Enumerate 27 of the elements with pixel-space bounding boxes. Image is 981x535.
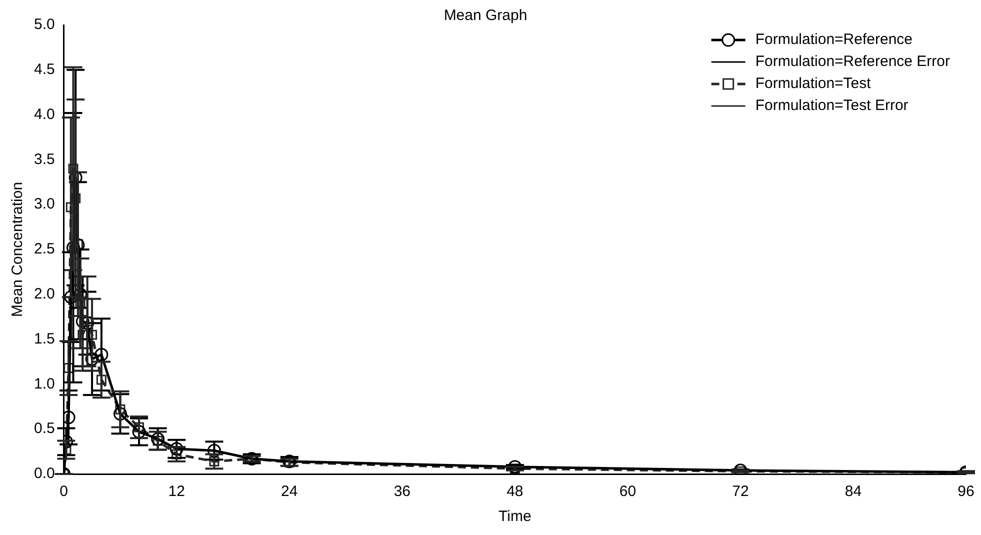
- legend-label: Formulation=Reference Error: [755, 53, 950, 70]
- y-tick-label: 1.5: [34, 330, 55, 348]
- x-tick-label: 72: [732, 483, 749, 500]
- x-tick-label: 96: [958, 483, 974, 500]
- x-tick-label: 84: [844, 483, 862, 500]
- x-axis-title: Time: [498, 508, 532, 526]
- y-tick-label: 0.0: [34, 465, 55, 482]
- y-tick-label: 3.5: [34, 150, 55, 168]
- x-tick-label: 36: [394, 483, 410, 500]
- y-tick-label: 4.0: [34, 106, 55, 123]
- x-tick-label: 12: [168, 483, 185, 500]
- x-tick-label: 24: [281, 483, 298, 500]
- y-axis-title: Mean Concentration: [9, 182, 26, 318]
- chart-title: Mean Graph: [444, 7, 528, 24]
- legend-label: Formulation=Test: [755, 75, 872, 92]
- y-tick-label: 5.0: [34, 16, 55, 34]
- y-tick-label: 3.0: [34, 196, 55, 213]
- y-tick-label: 2.0: [34, 286, 55, 303]
- legend-label: Formulation=Test Error: [755, 97, 908, 114]
- y-tick-label: 4.5: [34, 61, 55, 78]
- x-tick-label: 60: [619, 483, 636, 500]
- y-tick-label: 2.5: [34, 240, 55, 258]
- y-tick-label: 0.5: [34, 420, 55, 438]
- legend-label: Formulation=Reference: [755, 31, 913, 48]
- x-tick-label: 48: [506, 483, 524, 500]
- x-tick-label: 0: [60, 483, 68, 500]
- y-tick-label: 1.0: [34, 375, 55, 392]
